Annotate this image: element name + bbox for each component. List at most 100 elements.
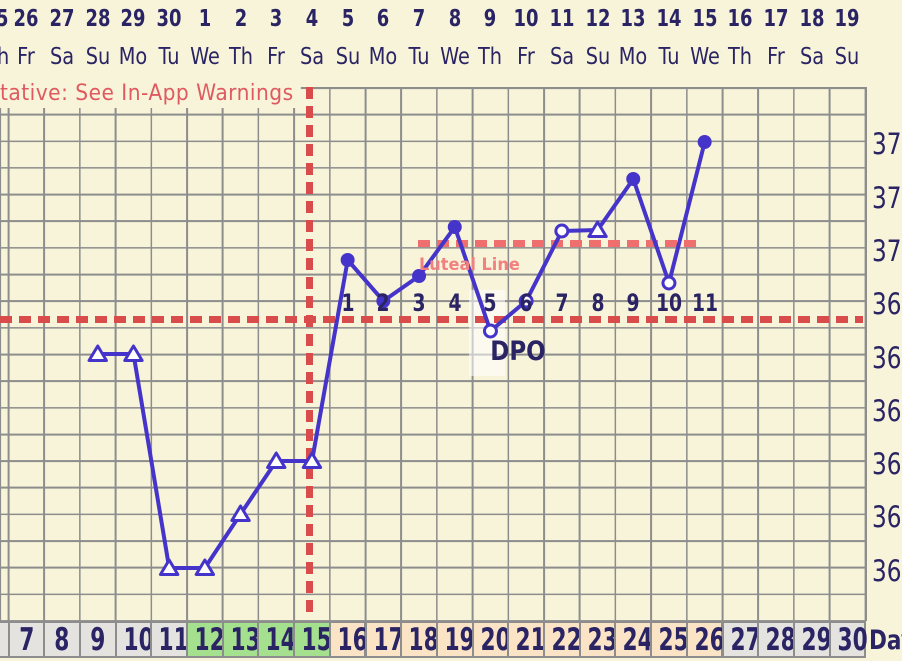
- cycle-day-cell-17[interactable]: 17: [364, 621, 403, 658]
- calendar-weekday: Sa: [549, 44, 574, 70]
- calendar-weekday: Th: [728, 44, 753, 70]
- cycle-day-number: 13: [230, 622, 261, 658]
- cycle-day-cell-8[interactable]: 8: [43, 621, 81, 658]
- cycle-day-number: 10: [123, 622, 154, 658]
- cycle-day-cell-18[interactable]: 18: [400, 621, 439, 658]
- calendar-weekday-partial: h: [0, 46, 9, 69]
- dpo-axis-label: DPO: [490, 336, 546, 367]
- cycle-day-cell-25[interactable]: 25: [650, 621, 689, 658]
- calendar-date: 3: [270, 6, 283, 32]
- cycle-day-cell-23[interactable]: 23: [578, 621, 618, 658]
- tentative-warning-text: tative: See In-App Warnings: [0, 80, 301, 108]
- y-axis-tick-label: 36: [872, 287, 902, 322]
- cycle-day-cell-27[interactable]: 27: [721, 621, 760, 658]
- dpo-number-8: 8: [591, 289, 605, 317]
- day-axis-label: Day: [869, 625, 902, 656]
- calendar-date: 18: [799, 6, 825, 32]
- cycle-day-number: 7: [18, 622, 34, 658]
- calendar-weekday: Sa: [49, 44, 75, 70]
- cycle-day-number: 14: [265, 622, 297, 658]
- calendar-weekday: Su: [835, 44, 860, 70]
- calendar-date: 26: [13, 6, 39, 32]
- calendar-date: 19: [834, 6, 860, 32]
- y-axis-tick-label: 36: [872, 553, 902, 588]
- cycle-day-cell-11[interactable]: 11: [150, 621, 189, 658]
- calendar-weekday: We: [439, 44, 470, 70]
- calendar-weekday: Fr: [17, 44, 36, 70]
- cycle-day-number: 15: [301, 622, 332, 658]
- cycle-day-cell-15[interactable]: 15: [293, 621, 332, 658]
- calendar-date: 6: [377, 6, 390, 32]
- calendar-weekday: Mo: [369, 44, 398, 70]
- dpo-number-4: 4: [448, 289, 462, 317]
- cycle-day-number: 25: [658, 622, 689, 658]
- cycle-day-cell-12[interactable]: 12: [186, 621, 225, 658]
- calendar-weekday: Sa: [299, 44, 324, 70]
- y-axis-tick-label: 36: [872, 500, 902, 535]
- calendar-weekday: Fr: [767, 44, 785, 70]
- cycle-day-number: 16: [337, 622, 368, 658]
- dpo-number-2: 2: [376, 289, 390, 317]
- cycle-day-number: 18: [408, 622, 439, 658]
- coverline-dashed: [0, 316, 863, 323]
- cycle-day-number: 30: [837, 622, 868, 658]
- calendar-date: 4: [305, 6, 319, 32]
- calendar-date: 13: [620, 6, 646, 32]
- y-axis-tick-label: 36: [872, 447, 902, 482]
- calendar-date: 17: [763, 6, 789, 32]
- calendar-date: 7: [412, 6, 426, 32]
- cycle-day-number: 26: [694, 622, 725, 658]
- cycle-day-number: 23: [587, 622, 618, 658]
- cycle-day-cell-14[interactable]: 14: [257, 621, 297, 658]
- dpo-number-7: 7: [555, 289, 569, 317]
- ovulation-vertical-line: [306, 87, 313, 618]
- cycle-day-cell-22[interactable]: 22: [543, 621, 582, 658]
- dpo-number-9: 9: [626, 289, 640, 317]
- calendar-date: 11: [549, 6, 575, 32]
- chart-grid[interactable]: [0, 87, 867, 621]
- calendar-date: 9: [484, 6, 497, 32]
- y-axis-tick-label: 36: [872, 393, 902, 428]
- cycle-day-cell-30[interactable]: 30: [828, 621, 868, 658]
- cycle-day-cell-10[interactable]: 10: [114, 621, 154, 658]
- calendar-date: 15: [692, 6, 718, 32]
- y-axis-tick-label: 37: [872, 233, 902, 268]
- calendar-date: 27: [49, 6, 75, 32]
- cycle-day-cell-24[interactable]: 24: [614, 621, 654, 658]
- cycle-day-cell-21[interactable]: 21: [507, 621, 546, 658]
- calendar-date: 10: [513, 6, 539, 32]
- cycle-day-number: 19: [444, 622, 475, 658]
- cycle-day-number: 11: [158, 622, 189, 658]
- calendar-date: 29: [120, 6, 146, 32]
- calendar-weekday: Tu: [658, 44, 680, 70]
- cycle-day-number: 9: [90, 622, 106, 658]
- cycle-day-number: 12: [194, 622, 225, 658]
- cycle-day-cell-7[interactable]: 7: [7, 621, 46, 658]
- y-axis-tick-label: 36: [872, 340, 902, 375]
- calendar-weekday: Su: [585, 44, 610, 70]
- calendar-weekday: Fr: [267, 44, 286, 70]
- cycle-day-cell-29[interactable]: 29: [792, 621, 832, 658]
- cycle-day-number: 28: [765, 622, 796, 658]
- cycle-day-cell-9[interactable]: 9: [78, 621, 117, 658]
- cycle-day-number: 8: [54, 622, 70, 658]
- cycle-day-number: 24: [622, 622, 654, 658]
- calendar-date: 28: [85, 6, 111, 32]
- calendar-date: 1: [198, 6, 212, 32]
- calendar-weekday: Sa: [799, 44, 824, 70]
- calendar-weekday: Mo: [119, 44, 148, 70]
- calendar-date: 14: [656, 6, 682, 32]
- cycle-day-cell-26[interactable]: 26: [685, 621, 725, 658]
- cycle-day-cell-13[interactable]: 13: [221, 621, 261, 658]
- cycle-day-cell-20[interactable]: 20: [471, 621, 510, 658]
- calendar-weekday: Fr: [517, 44, 535, 70]
- cycle-day-cell-28[interactable]: 28: [757, 621, 796, 658]
- y-axis-tick-label: 37: [872, 127, 902, 162]
- cycle-day-number: 22: [551, 622, 582, 658]
- luteal-line-dashed: [418, 240, 699, 247]
- cycle-day-cell-16[interactable]: 16: [328, 621, 368, 658]
- dpo-number-11: 11: [691, 289, 718, 317]
- cycle-day-number: 29: [801, 622, 832, 658]
- cycle-day-cell-19[interactable]: 19: [435, 621, 475, 658]
